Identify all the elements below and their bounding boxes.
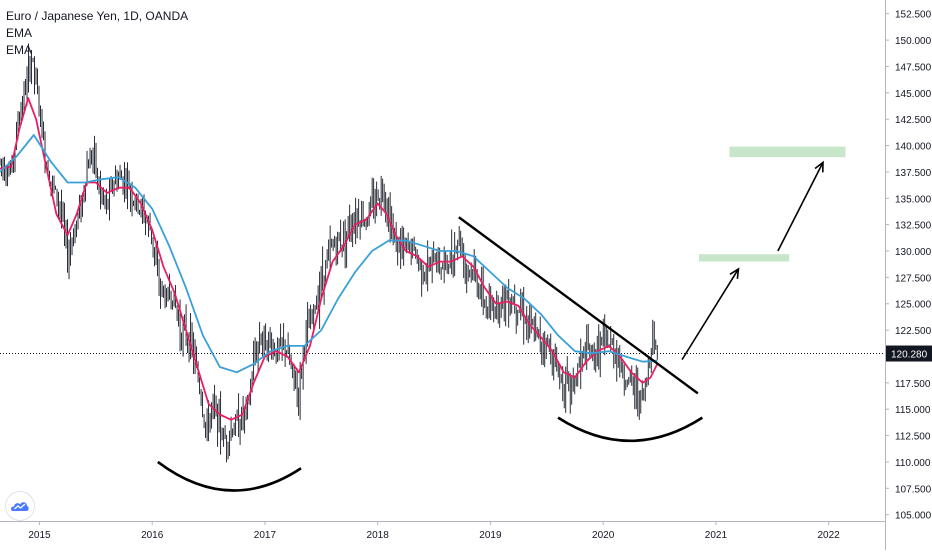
arrow-head-2 [814,160,824,173]
y-tick-label-2: 110.000 [895,458,931,469]
projection-arrow-1 [681,268,740,361]
y-tick-label-4: 115.000 [895,405,931,416]
x-tick-label-7: 2022 [818,530,841,541]
rounded-bottom-arc-2 [557,416,704,443]
last-price-label: 120.280 [891,350,928,361]
x-tick-label-0: 2015 [28,530,51,541]
last-price-tag [886,345,932,362]
y-tick-label-15: 142.500 [895,115,932,126]
y-tick-label-18: 150.000 [895,36,932,47]
projection-arrow-2 [777,162,824,252]
y-tick-label-10: 130.000 [895,247,932,258]
y-tick-label-1: 107.500 [895,484,932,495]
x-tick-label-5: 2020 [592,530,615,541]
resistance-trendline [458,216,699,395]
arrow-head-1 [729,267,740,279]
target-zone-2 [729,146,846,158]
y-tick-label-5: 117.500 [895,379,931,390]
y-tick-label-3: 112.500 [895,432,931,443]
x-tick-label-1: 2016 [141,530,164,541]
x-tick-label-2: 2017 [254,530,277,541]
chart-legend: Euro / Japanese Yen, 1D, OANDA EMA EMA [6,8,188,59]
y-tick-label-19: 152.500 [895,10,932,21]
y-tick-label-13: 137.500 [895,168,932,179]
ema_slow-line [0,134,658,374]
target-zone-1 [698,254,790,262]
y-tick-label-11: 132.500 [895,221,932,232]
y-tick-label-16: 145.000 [895,89,932,100]
y-tick-label-0: 105.000 [895,511,932,522]
chart-title: Euro / Japanese Yen, 1D, OANDA [6,9,189,23]
x-tick-label-3: 2018 [367,530,390,541]
y-tick-label-9: 127.500 [895,273,932,284]
indicator-label-ema-1[interactable]: EMA [6,26,33,40]
tradingview-cloud-icon[interactable] [6,492,34,520]
y-tick-label-8: 125.000 [895,300,932,311]
indicator-label-ema-2[interactable]: EMA [6,43,33,57]
rounded-bottom-arc-1 [157,460,302,492]
x-tick-label-4: 2019 [479,530,502,541]
y-tick-label-17: 147.500 [895,62,932,73]
y-tick-label-14: 140.000 [895,142,932,153]
ema_fast-line [0,97,659,421]
x-tick-label-6: 2021 [705,530,728,541]
y-tick-label-12: 135.000 [895,194,932,205]
y-tick-label-7: 122.500 [895,326,932,337]
